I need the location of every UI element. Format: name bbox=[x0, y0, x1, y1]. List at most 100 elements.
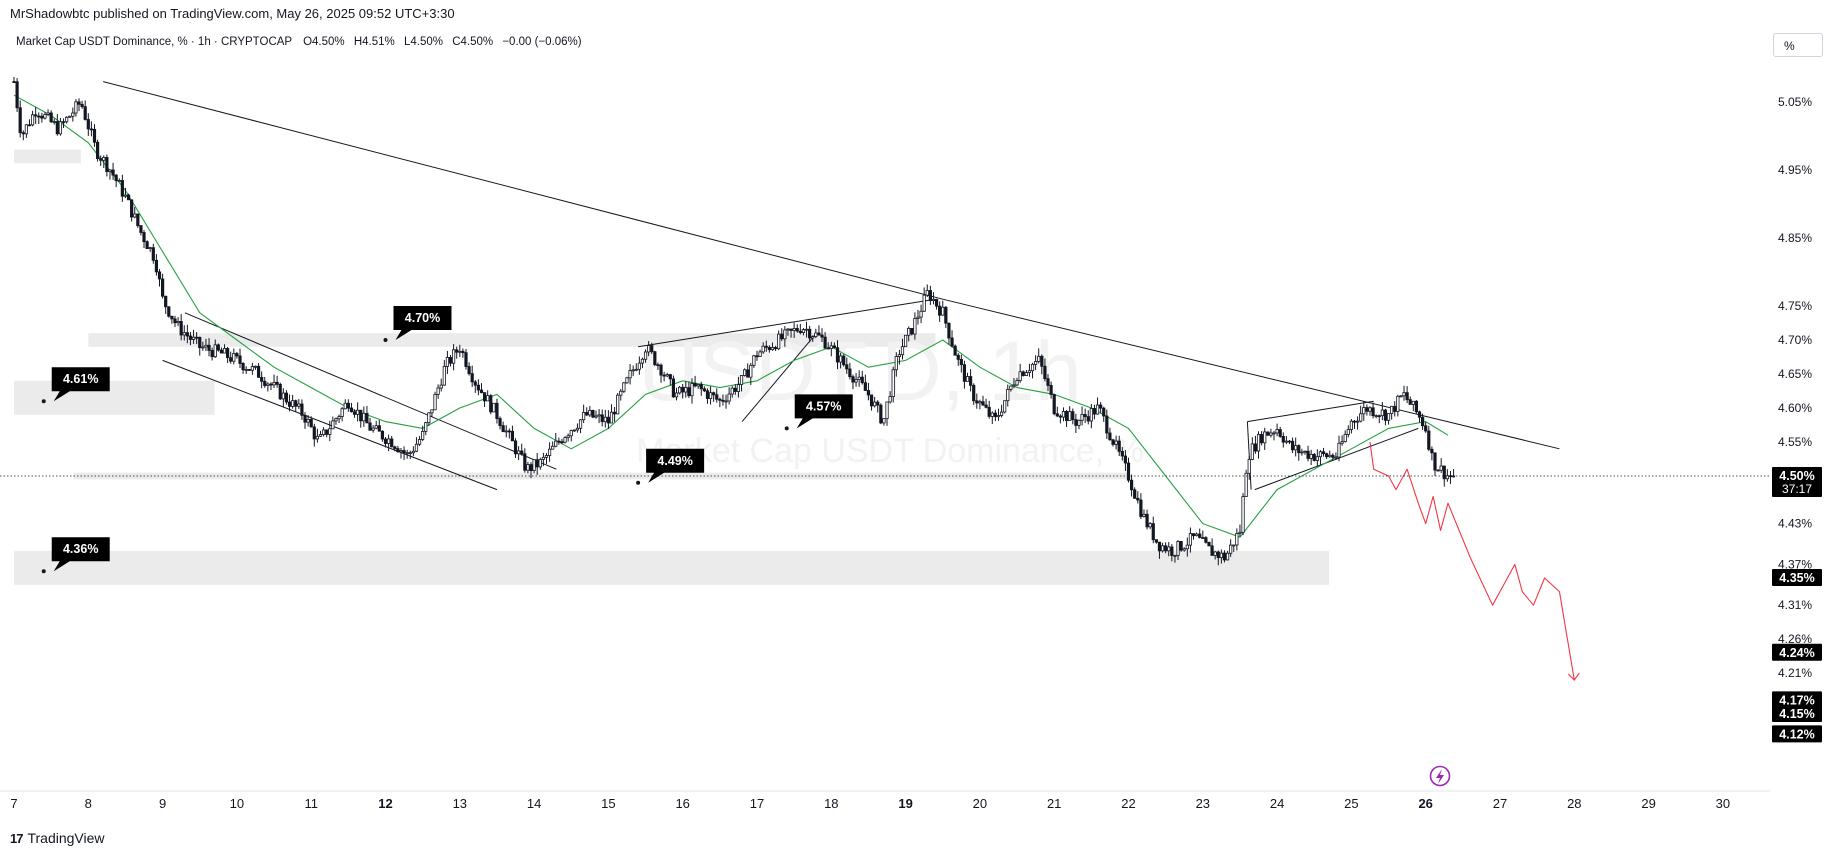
callout-label: 4.57% bbox=[806, 399, 841, 413]
price-callout[interactable]: 4.57% bbox=[784, 394, 853, 431]
candle-body bbox=[789, 328, 793, 331]
time-axis[interactable]: 7 8 9 10 11 12 13 14 15 16 17 18 19 20 21 22 23 24 25 26 27 2… bbox=[10, 796, 1730, 811]
candle-body bbox=[65, 116, 69, 123]
candle-body bbox=[616, 394, 620, 415]
candle-body bbox=[876, 401, 880, 406]
candle-body bbox=[198, 336, 202, 349]
candle-body bbox=[476, 384, 480, 391]
candle-body bbox=[547, 448, 552, 456]
candle-body bbox=[1359, 413, 1363, 422]
candle-body bbox=[1210, 545, 1214, 556]
candle-body bbox=[340, 408, 344, 417]
candle-body bbox=[814, 332, 818, 338]
price-callout[interactable]: 4.70% bbox=[383, 306, 452, 342]
candle-body bbox=[835, 347, 840, 363]
price-tick-label: 4.70% bbox=[1778, 333, 1812, 347]
candle-body bbox=[758, 351, 762, 357]
price-axis[interactable]: 5.05% 4.95% 4.85% 4.75% 4.70% 4.65% 4.60% 4.55%… bbox=[1772, 95, 1822, 743]
candle-body bbox=[80, 103, 84, 108]
candle-body bbox=[250, 366, 254, 371]
candle-body bbox=[1238, 531, 1242, 534]
price-tick-label: 4.21% bbox=[1778, 666, 1812, 680]
candle-body bbox=[1445, 475, 1449, 480]
candle-body bbox=[272, 381, 276, 386]
candle-body bbox=[167, 306, 171, 317]
price-callout[interactable]: 4.49% bbox=[636, 448, 705, 485]
candle-body bbox=[142, 232, 146, 243]
candle-body bbox=[479, 389, 484, 393]
price-marker[interactable]: 4.12% bbox=[1772, 725, 1822, 743]
price-callout[interactable]: 4.61% bbox=[41, 367, 110, 404]
price-marker[interactable]: 4.17% bbox=[1772, 691, 1822, 709]
candle-body bbox=[371, 427, 375, 431]
callout-label: 4.61% bbox=[63, 372, 98, 386]
candle-body bbox=[612, 411, 617, 415]
candle-body bbox=[736, 384, 741, 392]
candle-body bbox=[1077, 419, 1081, 426]
callout-anchor bbox=[383, 338, 388, 342]
candle-body bbox=[634, 368, 638, 371]
price-marker[interactable]: 4.24% bbox=[1772, 643, 1822, 661]
price-tick-label: 5.05% bbox=[1778, 95, 1812, 109]
candle-body bbox=[1055, 413, 1059, 417]
candle-body bbox=[1108, 432, 1112, 441]
candle-body bbox=[904, 334, 908, 348]
candle-body bbox=[1300, 451, 1304, 454]
candle-body bbox=[126, 194, 131, 201]
candle-body bbox=[393, 446, 397, 449]
lightning-icon[interactable] bbox=[1429, 765, 1451, 787]
candle-body bbox=[1198, 533, 1202, 538]
candle-body bbox=[421, 430, 425, 440]
candle-body bbox=[600, 414, 604, 423]
candle-body bbox=[222, 348, 227, 354]
price-marker[interactable]: 4.15% bbox=[1772, 705, 1822, 722]
candle-body bbox=[1164, 545, 1168, 552]
candle-body bbox=[427, 412, 431, 424]
candle-body bbox=[551, 445, 555, 450]
candle-body bbox=[510, 430, 515, 442]
candle-body bbox=[300, 403, 304, 416]
price-marker[interactable]: 4.50%37:17 bbox=[1772, 467, 1822, 497]
candle-body bbox=[408, 452, 412, 455]
candle-body bbox=[452, 349, 456, 364]
candle-body bbox=[1390, 405, 1394, 415]
symbol-legend[interactable]: Market Cap USDT Dominance, % · 1h · CRYP… bbox=[16, 36, 582, 48]
wedge-line bbox=[741, 332, 817, 422]
time-tick-label: 9 bbox=[159, 796, 166, 811]
candle-body bbox=[1219, 552, 1223, 559]
candle-body bbox=[318, 434, 323, 437]
candle-body bbox=[1139, 499, 1143, 517]
candle-body bbox=[136, 213, 140, 227]
time-tick-label: 30 bbox=[1716, 796, 1730, 811]
candle-body bbox=[1117, 440, 1121, 452]
candle-body bbox=[1433, 452, 1437, 471]
candle-body bbox=[653, 351, 657, 366]
projection-arrowhead bbox=[1567, 672, 1580, 681]
candle-body bbox=[907, 327, 911, 336]
candle-body bbox=[792, 328, 796, 331]
price-marker[interactable]: 4.35% bbox=[1772, 569, 1822, 586]
zone-rect bbox=[73, 472, 1129, 480]
scale-mode-button[interactable]: % bbox=[1773, 33, 1823, 57]
candle-body bbox=[619, 390, 623, 396]
moving-average-layer bbox=[13, 94, 1449, 538]
candle-body bbox=[1089, 408, 1093, 422]
candle-body bbox=[866, 390, 871, 396]
candle-body bbox=[1068, 411, 1072, 421]
candle-body bbox=[860, 376, 864, 384]
time-tick-label: 22 bbox=[1121, 796, 1135, 811]
watermark-symbol: USDT.D, 1h bbox=[638, 324, 1081, 418]
candle-body bbox=[1436, 469, 1440, 472]
candle-body bbox=[532, 459, 536, 472]
candle-body bbox=[873, 401, 877, 407]
candle-body bbox=[1191, 533, 1196, 537]
candle-body bbox=[953, 345, 957, 356]
candle-body bbox=[396, 448, 400, 453]
candle-body bbox=[269, 383, 273, 386]
zone-rect bbox=[14, 380, 215, 415]
candle-body bbox=[278, 383, 282, 400]
price-callout[interactable]: 4.36% bbox=[41, 537, 110, 574]
candle-body bbox=[179, 321, 183, 336]
candle-body bbox=[58, 121, 63, 135]
